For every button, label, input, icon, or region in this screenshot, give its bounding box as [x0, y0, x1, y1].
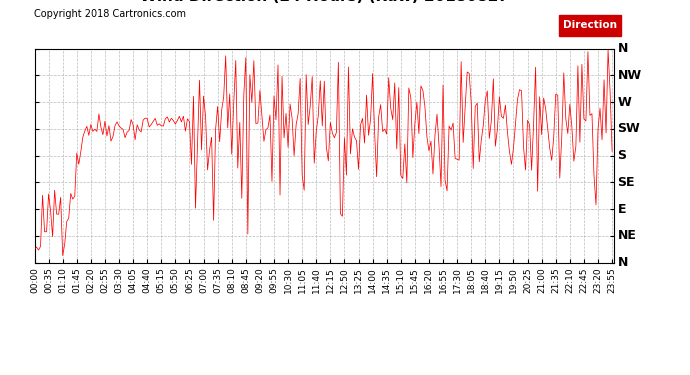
Text: Copyright 2018 Cartronics.com: Copyright 2018 Cartronics.com [34, 9, 186, 19]
Text: E: E [618, 202, 626, 216]
Text: N: N [618, 256, 628, 269]
Text: Wind Direction (24 Hours) (Raw) 20180827: Wind Direction (24 Hours) (Raw) 20180827 [140, 0, 509, 4]
Text: NE: NE [618, 229, 636, 242]
Text: S: S [618, 149, 627, 162]
Text: Direction: Direction [563, 20, 617, 30]
Text: N: N [618, 42, 628, 55]
Text: NW: NW [618, 69, 642, 82]
Text: SE: SE [618, 176, 635, 189]
Text: SW: SW [618, 122, 640, 135]
Text: W: W [618, 96, 631, 109]
